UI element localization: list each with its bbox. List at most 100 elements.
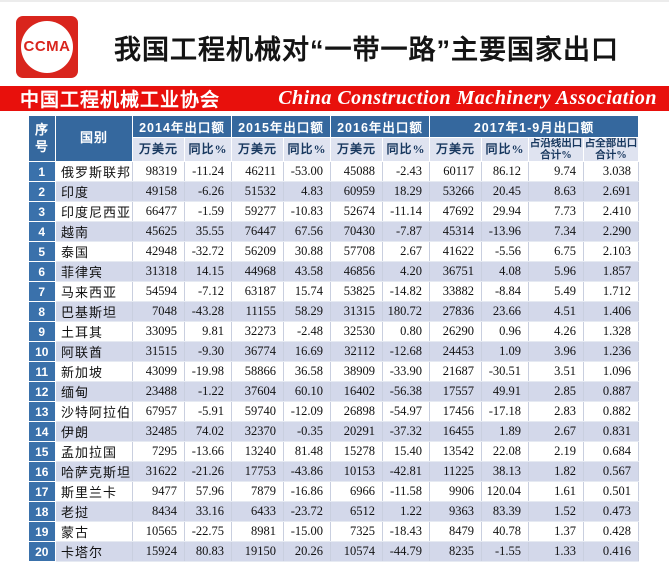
value-cell: -12.68 — [382, 341, 430, 363]
value-cell: 51532 — [231, 181, 284, 203]
value-cell: 0.684 — [583, 441, 639, 463]
value-cell: -13.96 — [481, 221, 529, 243]
value-cell: 1.09 — [481, 341, 529, 363]
value-cell: 59740 — [231, 401, 284, 423]
value-cell: 36.58 — [283, 361, 331, 383]
value-cell: 33882 — [429, 281, 482, 303]
country-cell: 孟加拉国 — [55, 441, 133, 463]
table-row: 6 菲律宾 31318 14.15 44968 43.58 46856 4.20 36751 4.… — [28, 261, 639, 283]
value-cell: 49.91 — [481, 381, 529, 403]
value-cell: 59277 — [231, 201, 284, 223]
export-table-container: 序 号 国别 2014年出口额 2015年出口额 2016年出口额 2017年1… — [28, 114, 639, 562]
value-cell: 9477 — [132, 481, 185, 503]
table-row: 8 巴基斯坦 7048 -43.28 11155 58.29 31315 180.72 2783… — [28, 301, 639, 323]
value-cell: 32485 — [132, 421, 185, 443]
subheader-2015-yoy: 同比% — [283, 136, 331, 163]
row-index-cell: 1 — [28, 161, 56, 183]
value-cell: 0.80 — [382, 321, 430, 343]
value-cell: 33095 — [132, 321, 185, 343]
value-cell: 0.831 — [583, 421, 639, 443]
table-row: 14 伊朗 32485 74.02 32370 -0.35 20291 -37.32 16455… — [28, 421, 639, 443]
value-cell: 8235 — [429, 541, 482, 562]
value-cell: 8479 — [429, 521, 482, 543]
country-cell: 俄罗斯联邦 — [55, 161, 133, 183]
subheader-2015-usd: 万美元 — [231, 136, 284, 163]
value-cell: 33.16 — [184, 501, 232, 523]
value-cell: 0.473 — [583, 501, 639, 523]
value-cell: 15.74 — [283, 281, 331, 303]
value-cell: 43.58 — [283, 261, 331, 283]
value-cell: 38909 — [330, 361, 383, 383]
export-table: 序 号 国别 2014年出口额 2015年出口额 2016年出口额 2017年1… — [28, 114, 639, 562]
value-cell: 80.83 — [184, 541, 232, 562]
value-cell: 56209 — [231, 241, 284, 263]
row-index-cell: 6 — [28, 261, 56, 283]
value-cell: -43.28 — [184, 301, 232, 323]
subheader-2014-usd: 万美元 — [132, 136, 185, 163]
value-cell: 31315 — [330, 301, 383, 323]
value-cell: 53266 — [429, 181, 482, 203]
column-header-index: 序 号 — [28, 114, 56, 163]
table-row: 7 马来西亚 54594 -7.12 63187 15.74 53825 -14.82 3388… — [28, 281, 639, 303]
value-cell: -1.22 — [184, 381, 232, 403]
value-cell: 32530 — [330, 321, 383, 343]
value-cell: 81.48 — [283, 441, 331, 463]
value-cell: 9906 — [429, 481, 482, 503]
country-cell: 新加坡 — [55, 361, 133, 383]
value-cell: -7.87 — [382, 221, 430, 243]
row-index-cell: 4 — [28, 221, 56, 243]
value-cell: -15.00 — [283, 521, 331, 543]
value-cell: 44968 — [231, 261, 284, 283]
value-cell: -16.86 — [283, 481, 331, 503]
value-cell: 8981 — [231, 521, 284, 543]
value-cell: 26290 — [429, 321, 482, 343]
association-banner: 中国工程机械工业协会 China Construction Machinery … — [0, 86, 669, 111]
value-cell: 3.51 — [528, 361, 584, 383]
value-cell: 4.51 — [528, 301, 584, 323]
value-cell: 22.08 — [481, 441, 529, 463]
value-cell: 7.34 — [528, 221, 584, 243]
value-cell: -2.43 — [382, 161, 430, 183]
value-cell: -6.26 — [184, 181, 232, 203]
value-cell: 2.19 — [528, 441, 584, 463]
value-cell: 2.67 — [382, 241, 430, 263]
value-cell: 1.89 — [481, 421, 529, 443]
value-cell: 2.67 — [528, 421, 584, 443]
association-name-en: China Construction Machinery Association — [278, 87, 657, 109]
country-cell: 土耳其 — [55, 321, 133, 343]
value-cell: 23488 — [132, 381, 185, 403]
value-cell: 21687 — [429, 361, 482, 383]
table-row: 1 俄罗斯联邦 98319 -11.24 46211 -53.00 45088 -2.43 60… — [28, 161, 639, 183]
row-index-cell: 18 — [28, 501, 56, 523]
value-cell: 98319 — [132, 161, 185, 183]
country-cell: 斯里兰卡 — [55, 481, 133, 503]
logo-circle-icon — [21, 21, 73, 73]
value-cell: 2.691 — [583, 181, 639, 203]
value-cell: 19150 — [231, 541, 284, 562]
country-cell: 印度尼西亚 — [55, 201, 133, 223]
value-cell: 2.85 — [528, 381, 584, 403]
value-cell: -11.24 — [184, 161, 232, 183]
value-cell: 2.83 — [528, 401, 584, 423]
column-group-2016: 2016年出口额 — [330, 115, 430, 138]
value-cell: -1.59 — [184, 201, 232, 223]
value-cell: -11.14 — [382, 201, 430, 223]
value-cell: 37604 — [231, 381, 284, 403]
value-cell: 18.29 — [382, 181, 430, 203]
subheader-2016-usd: 万美元 — [330, 136, 383, 163]
value-cell: 60959 — [330, 181, 383, 203]
country-cell: 菲律宾 — [55, 261, 133, 283]
value-cell: 0.96 — [481, 321, 529, 343]
value-cell: 36774 — [231, 341, 284, 363]
value-cell: 7048 — [132, 301, 185, 323]
table-row: 15 孟加拉国 7295 -13.66 13240 81.48 15278 15.40 1354… — [28, 441, 639, 463]
value-cell: -33.90 — [382, 361, 430, 383]
value-cell: 8434 — [132, 501, 185, 523]
value-cell: -56.38 — [382, 381, 430, 403]
value-cell: 17456 — [429, 401, 482, 423]
value-cell: 58.29 — [283, 301, 331, 323]
value-cell: 120.04 — [481, 481, 529, 503]
value-cell: -19.98 — [184, 361, 232, 383]
value-cell: 10574 — [330, 541, 383, 562]
